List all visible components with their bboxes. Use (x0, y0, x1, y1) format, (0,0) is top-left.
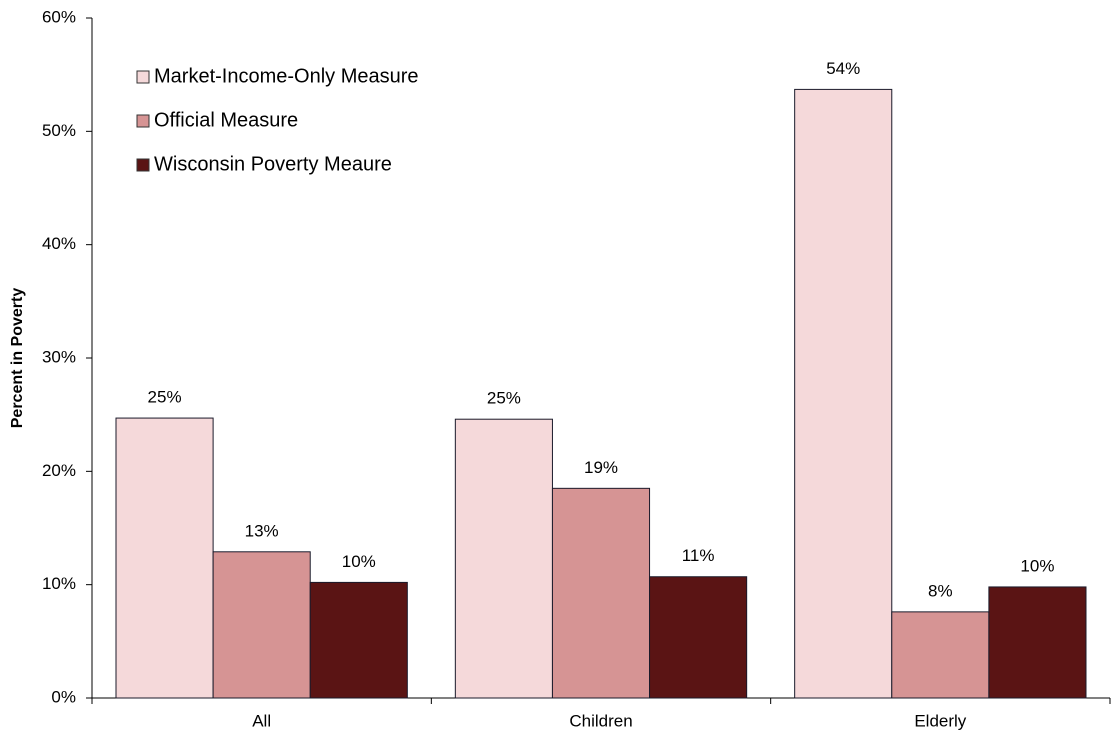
bar (988, 586, 1087, 699)
bar (551, 487, 651, 699)
value-label: 11% (682, 546, 715, 565)
bar (794, 88, 893, 699)
value-label: 25% (487, 389, 521, 408)
y-tick-label: 50% (42, 121, 76, 140)
y-axis-label: Percent in Poverty (9, 288, 26, 429)
legend-swatch (136, 114, 150, 128)
y-tick-label: 0% (51, 687, 76, 706)
legend-swatch (136, 70, 150, 84)
y-tick-label: 40% (42, 234, 76, 253)
bar (454, 418, 553, 699)
x-tick-label: Children (569, 711, 632, 730)
y-tick-label: 10% (42, 574, 76, 593)
value-label: 10% (342, 552, 376, 571)
value-label: 13% (245, 521, 279, 540)
value-label: 54% (826, 59, 860, 78)
bar (649, 576, 748, 699)
legend-swatch (136, 158, 150, 172)
value-label: 19% (584, 458, 618, 477)
y-tick-label: 20% (42, 461, 76, 480)
bar (115, 417, 214, 699)
value-label: 8% (928, 581, 953, 600)
value-label: 10% (1020, 556, 1054, 575)
legend-label: Market-Income-Only Measure (154, 65, 419, 87)
y-tick-label: 30% (42, 347, 76, 366)
x-tick-label: All (252, 711, 271, 730)
value-label: 25% (148, 388, 182, 407)
bar (212, 551, 311, 699)
legend-label: Wisconsin Poverty Meaure (154, 153, 392, 175)
legend-label: Official Measure (154, 109, 298, 131)
x-tick-label: Elderly (914, 711, 966, 730)
bar (891, 611, 990, 699)
y-tick-label: 60% (42, 7, 76, 26)
bar (309, 581, 408, 699)
